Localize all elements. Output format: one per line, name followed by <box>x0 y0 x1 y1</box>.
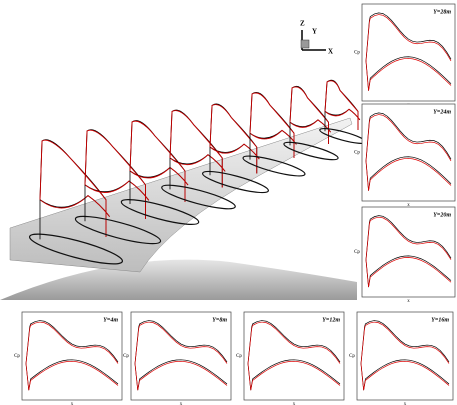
axis-x: X <box>328 48 333 56</box>
panel-label: Y=28m <box>433 9 451 15</box>
cp-lower <box>25 359 119 391</box>
y-axis-label: Cp <box>236 354 242 359</box>
airfoil-section <box>74 215 162 245</box>
cp-lower <box>365 58 452 91</box>
axis-triad: Z Y X <box>300 20 333 56</box>
pressure-trace <box>39 139 110 237</box>
cp-lower <box>365 156 452 191</box>
panel-label: Y=12m <box>322 317 340 323</box>
cp-lower <box>134 360 228 391</box>
panel-label: Y=24m <box>433 109 451 115</box>
cp-panel: Y=28mxCp <box>354 3 456 108</box>
cp-lower <box>25 360 119 391</box>
panel-label: Y=16m <box>431 317 449 323</box>
cp-lower <box>365 257 452 288</box>
cp-upper <box>365 14 452 62</box>
airfoil-section <box>28 233 124 265</box>
y-axis-label: Cp <box>354 151 360 156</box>
cp-upper <box>365 112 452 162</box>
cp-lower <box>247 359 341 391</box>
panel-label: Y=20m <box>433 212 451 218</box>
airfoil-section <box>283 141 339 161</box>
cp-panel: Y=20m x Cp <box>354 206 456 304</box>
y-axis-label: Cp <box>349 354 355 359</box>
panels: Y=28mxCpY=24mxCpY=20mxCpY=4mxCpY=8mxCpY=… <box>14 3 456 405</box>
fuselage <box>0 259 357 300</box>
x-axis-label: x <box>180 402 183 405</box>
cp-upper <box>25 321 119 364</box>
cp-upper <box>365 215 452 260</box>
cp-upper <box>247 320 341 364</box>
x-axis-label: x <box>293 402 296 405</box>
cp-panel: Y=12m x Cp <box>236 311 345 405</box>
panel-frame <box>356 311 454 401</box>
panel-frame <box>361 206 456 298</box>
cp-upper <box>25 320 119 364</box>
cp-lower <box>360 360 450 391</box>
cp-upper <box>247 321 341 364</box>
cp-lower <box>134 359 228 391</box>
airfoil-section <box>202 170 269 194</box>
cp-upper <box>134 321 228 364</box>
cp-lower <box>365 56 452 91</box>
wing-surface <box>9 117 353 273</box>
x-axis-label: x <box>407 203 410 208</box>
cp-lower <box>247 360 341 391</box>
panel-label: Y=8m <box>212 317 227 323</box>
pressure-trace <box>169 110 226 188</box>
axis-y: Y <box>312 28 317 36</box>
panel-frame <box>361 103 456 202</box>
panel-label: Y=4m <box>103 317 118 323</box>
pressure-trace <box>209 104 260 174</box>
y-axis-label: Cp <box>354 51 360 56</box>
cp-upper <box>360 320 450 364</box>
wing-scene <box>0 79 367 300</box>
cp-upper <box>365 114 452 162</box>
panel-frame <box>21 311 123 401</box>
cp-lower <box>365 255 452 288</box>
sections <box>28 79 367 265</box>
y-axis-label: Cp <box>14 354 20 359</box>
cp-upper <box>365 12 452 62</box>
panel-frame <box>130 311 232 401</box>
panel-frame <box>243 311 345 401</box>
x-axis-label: x <box>404 402 407 405</box>
airfoil-section <box>242 155 306 177</box>
pressure-trace <box>84 129 150 219</box>
cp-panel: Y=16m x Cp <box>349 311 454 405</box>
cp-lower <box>360 359 450 391</box>
y-axis-label: Cp <box>354 250 360 255</box>
cp-lower <box>365 158 452 191</box>
y-axis-label: Cp <box>123 354 129 359</box>
cp-upper <box>360 321 450 364</box>
cp-upper <box>134 320 228 364</box>
axis-z: Z <box>300 20 305 28</box>
panel-frame <box>361 3 456 102</box>
airfoil-section <box>161 184 236 210</box>
pressure-trace <box>324 80 361 130</box>
x-axis-label: x <box>71 402 74 405</box>
cp-panel: Y=8m x Cp <box>123 311 232 405</box>
cp-panel: Y=24m x Cp <box>354 103 456 208</box>
airfoil-section <box>120 199 200 225</box>
x-axis-label: x <box>407 299 410 304</box>
cp-panel: Y=4m x Cp <box>14 311 123 405</box>
cp-upper <box>365 216 452 260</box>
